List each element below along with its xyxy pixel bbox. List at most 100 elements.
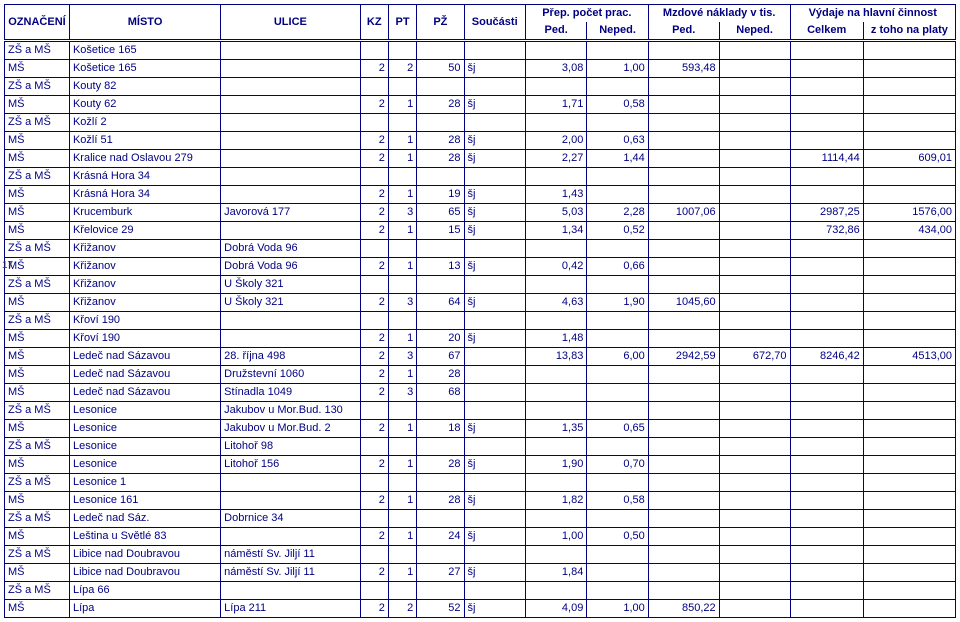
cell-pneped: 1,44 [587, 150, 648, 168]
cell-kz [360, 41, 388, 60]
table-row: MŠKřelovice 292115šj1,340,52732,86434,00 [5, 222, 956, 240]
table-header: OZNAČENÍ MÍSTO ULICE KZ PT PŽ Součásti P… [5, 5, 956, 41]
cell-pt [388, 474, 416, 492]
cell-pt: 2 [388, 60, 416, 78]
cell-pneped [587, 366, 648, 384]
cell-pz [417, 474, 464, 492]
cell-ulice [221, 114, 360, 132]
cell-ztoho: 1576,00 [863, 204, 955, 222]
cell-pped: 3,08 [525, 60, 586, 78]
cell-pneped [587, 186, 648, 204]
cell-celkem [790, 438, 863, 456]
cell-pped [525, 384, 586, 402]
cell-pt: 1 [388, 330, 416, 348]
cell-pt: 2 [388, 600, 416, 618]
cell-mneped [719, 60, 790, 78]
cell-pneped: 0,58 [587, 492, 648, 510]
cell-celkem [790, 240, 863, 258]
cell-mped: 850,22 [648, 600, 719, 618]
cell-pped: 0,42 [525, 258, 586, 276]
cell-ozn: MŠ [5, 528, 70, 546]
cell-celkem [790, 420, 863, 438]
cell-ulice [221, 474, 360, 492]
cell-misto: Ledeč nad Sázavou [69, 384, 220, 402]
cell-pz: 65 [417, 204, 464, 222]
cell-souc: šj [464, 132, 525, 150]
cell-misto: Leština u Světlé 83 [69, 528, 220, 546]
cell-pz: 50 [417, 60, 464, 78]
cell-souc: šj [464, 564, 525, 582]
cell-mneped [719, 330, 790, 348]
cell-pt: 3 [388, 294, 416, 312]
cell-pped: 2,00 [525, 132, 586, 150]
table-row: MŠKřoví 1902120šj1,48 [5, 330, 956, 348]
table-row: MŠLedeč nad Sázavou28. října 498236713,8… [5, 348, 956, 366]
cell-souc: šj [464, 96, 525, 114]
cell-pz: 19 [417, 186, 464, 204]
cell-souc: šj [464, 150, 525, 168]
cell-ztoho: 4513,00 [863, 348, 955, 366]
cell-celkem [790, 600, 863, 618]
cell-pneped: 0,50 [587, 528, 648, 546]
table-row: ZŠ a MŠLedeč nad Sáz.Dobrnice 34 [5, 510, 956, 528]
cell-souc [464, 366, 525, 384]
cell-pt: 1 [388, 420, 416, 438]
cell-pt [388, 41, 416, 60]
table-row: ZŠ a MŠKřoví 190 [5, 312, 956, 330]
cell-ozn: ZŠ a MŠ [5, 402, 70, 420]
cell-ztoho [863, 168, 955, 186]
cell-pz [417, 402, 464, 420]
cell-misto: Křoví 190 [69, 330, 220, 348]
cell-pz: 64 [417, 294, 464, 312]
cell-pneped [587, 41, 648, 60]
cell-ulice: Jakubov u Mor.Bud. 130 [221, 402, 360, 420]
cell-mped [648, 546, 719, 564]
cell-mped [648, 96, 719, 114]
cell-kz: 2 [360, 366, 388, 384]
cell-pt: 1 [388, 492, 416, 510]
cell-kz: 2 [360, 150, 388, 168]
cell-pt: 1 [388, 186, 416, 204]
cell-ztoho [863, 564, 955, 582]
cell-pped: 1,35 [525, 420, 586, 438]
cell-mped [648, 132, 719, 150]
cell-pneped [587, 78, 648, 96]
cell-mped [648, 78, 719, 96]
cell-celkem [790, 132, 863, 150]
cell-pneped [587, 168, 648, 186]
col-oznaceni: OZNAČENÍ [5, 5, 70, 41]
cell-mped [648, 438, 719, 456]
cell-pped [525, 438, 586, 456]
cell-souc [464, 78, 525, 96]
cell-pz: 28 [417, 456, 464, 474]
cell-misto: Křižanov [69, 258, 220, 276]
cell-ozn: MŠ [5, 348, 70, 366]
cell-ztoho: 434,00 [863, 222, 955, 240]
cell-kz: 2 [360, 96, 388, 114]
cell-ztoho [863, 420, 955, 438]
cell-ulice [221, 168, 360, 186]
cell-souc: šj [464, 492, 525, 510]
cell-ozn: ZŠ a MŠ [5, 114, 70, 132]
cell-kz [360, 78, 388, 96]
cell-kz: 2 [360, 456, 388, 474]
cell-pped: 1,90 [525, 456, 586, 474]
cell-pz: 28 [417, 150, 464, 168]
cell-pneped [587, 114, 648, 132]
cell-ztoho [863, 96, 955, 114]
cell-ulice [221, 492, 360, 510]
cell-ztoho [863, 474, 955, 492]
cell-ulice [221, 528, 360, 546]
cell-ztoho [863, 186, 955, 204]
cell-ozn: ZŠ a MŠ [5, 168, 70, 186]
table-row: ZŠ a MŠLípa 66 [5, 582, 956, 600]
cell-mped [648, 276, 719, 294]
cell-ulice [221, 132, 360, 150]
cell-souc: šj [464, 294, 525, 312]
cell-pt [388, 240, 416, 258]
cell-pz [417, 438, 464, 456]
cell-ozn: ZŠ a MŠ [5, 582, 70, 600]
cell-pz: 28 [417, 96, 464, 114]
cell-ulice: Lípa 211 [221, 600, 360, 618]
cell-pneped: 1,00 [587, 60, 648, 78]
